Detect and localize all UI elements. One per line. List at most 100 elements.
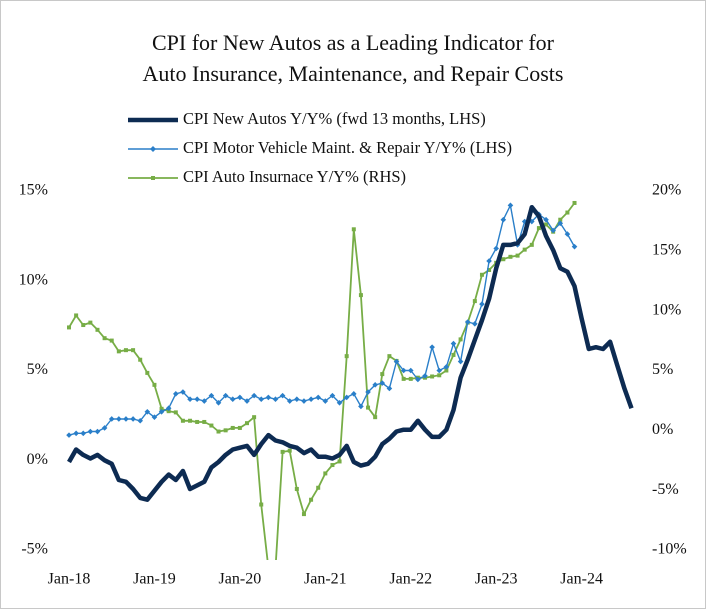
point-marker (508, 254, 513, 259)
point-marker (287, 448, 292, 453)
point-marker (95, 327, 100, 332)
point-marker (180, 418, 185, 423)
point-marker (358, 293, 363, 298)
point-marker (422, 373, 428, 379)
point-marker (436, 367, 443, 374)
point-marker (215, 400, 222, 406)
point-marker (152, 382, 157, 387)
point-marker (458, 337, 463, 342)
point-marker (252, 415, 257, 420)
point-marker (165, 405, 172, 411)
point-marker (457, 358, 464, 365)
point-marker (229, 396, 236, 403)
point-marker (571, 243, 578, 250)
point-marker (544, 222, 549, 227)
point-marker (67, 325, 71, 330)
point-marker (286, 398, 293, 404)
legend-marker (151, 176, 155, 180)
y2-tick-label: 20% (652, 182, 681, 199)
point-marker (479, 301, 485, 307)
point-marker (344, 354, 349, 359)
series-line (67, 204, 634, 502)
point-marker (116, 349, 121, 354)
point-marker (280, 449, 285, 454)
point-marker (464, 319, 471, 325)
point-marker (101, 425, 108, 431)
point-marker (81, 323, 86, 328)
point-marker (437, 373, 442, 378)
y2-tick-label: -5% (652, 481, 679, 498)
point-marker (323, 471, 328, 476)
point-marker (444, 368, 449, 373)
point-marker (265, 394, 272, 401)
point-marker (387, 354, 392, 359)
point-marker (487, 267, 492, 272)
legend-label: CPI Auto Insurnace Y/Y% (RHS) (183, 167, 406, 186)
point-marker (123, 348, 128, 353)
point-marker (87, 428, 94, 435)
point-marker (351, 227, 356, 232)
point-marker (337, 459, 342, 464)
point-marker (564, 231, 571, 237)
point-marker (222, 392, 229, 399)
point-marker (138, 357, 143, 362)
point-marker (237, 425, 242, 430)
point-marker (109, 338, 114, 343)
point-marker (301, 398, 307, 404)
point-marker (258, 396, 265, 403)
point-marker (308, 396, 314, 403)
x-tick-label: Jan-22 (389, 571, 432, 588)
point-marker (173, 410, 178, 415)
y2-tick-label: 0% (652, 421, 673, 438)
point-marker (522, 247, 527, 252)
point-marker (244, 398, 250, 404)
point-marker (151, 414, 158, 420)
point-marker (259, 502, 264, 507)
point-marker (94, 428, 101, 435)
title-line-2: Auto Insurance, Maintenance, and Repair … (143, 61, 564, 86)
point-marker (137, 417, 143, 424)
point-marker (501, 257, 506, 262)
y2-tick-label: 10% (652, 301, 681, 318)
y-tick-label: 0% (27, 451, 48, 468)
point-marker (230, 425, 235, 430)
y2-tick-label: 15% (652, 242, 681, 259)
point-marker (74, 313, 79, 318)
y2-tick-label: 5% (652, 361, 673, 378)
point-marker (208, 392, 215, 399)
point-marker (131, 348, 136, 353)
point-marker (565, 210, 570, 215)
point-marker (500, 216, 507, 223)
point-marker (144, 408, 151, 415)
point-marker (407, 367, 414, 374)
point-marker (472, 321, 478, 327)
point-marker (401, 376, 406, 381)
x-tick-label: Jan-19 (133, 571, 176, 588)
point-marker (180, 389, 186, 395)
point-marker (116, 416, 122, 422)
point-marker (195, 419, 200, 424)
point-marker (102, 336, 107, 341)
point-marker (343, 394, 350, 401)
point-marker (380, 372, 385, 377)
point-marker (123, 416, 129, 422)
point-marker (451, 352, 456, 357)
point-marker (66, 432, 72, 438)
y-tick-label: 10% (19, 271, 48, 288)
point-marker (558, 217, 563, 222)
point-marker (557, 220, 564, 227)
y-tick-label: -5% (21, 541, 48, 558)
point-marker (550, 227, 556, 234)
point-marker (216, 429, 221, 434)
point-marker (386, 385, 393, 392)
point-marker (379, 380, 386, 386)
point-marker (88, 320, 93, 325)
point-marker (202, 419, 207, 424)
point-marker (543, 216, 549, 223)
point-marker (358, 403, 364, 410)
point-marker (430, 374, 435, 379)
legend-label: CPI New Autos Y/Y% (fwd 13 months, LHS) (183, 109, 486, 128)
point-marker (223, 428, 228, 433)
